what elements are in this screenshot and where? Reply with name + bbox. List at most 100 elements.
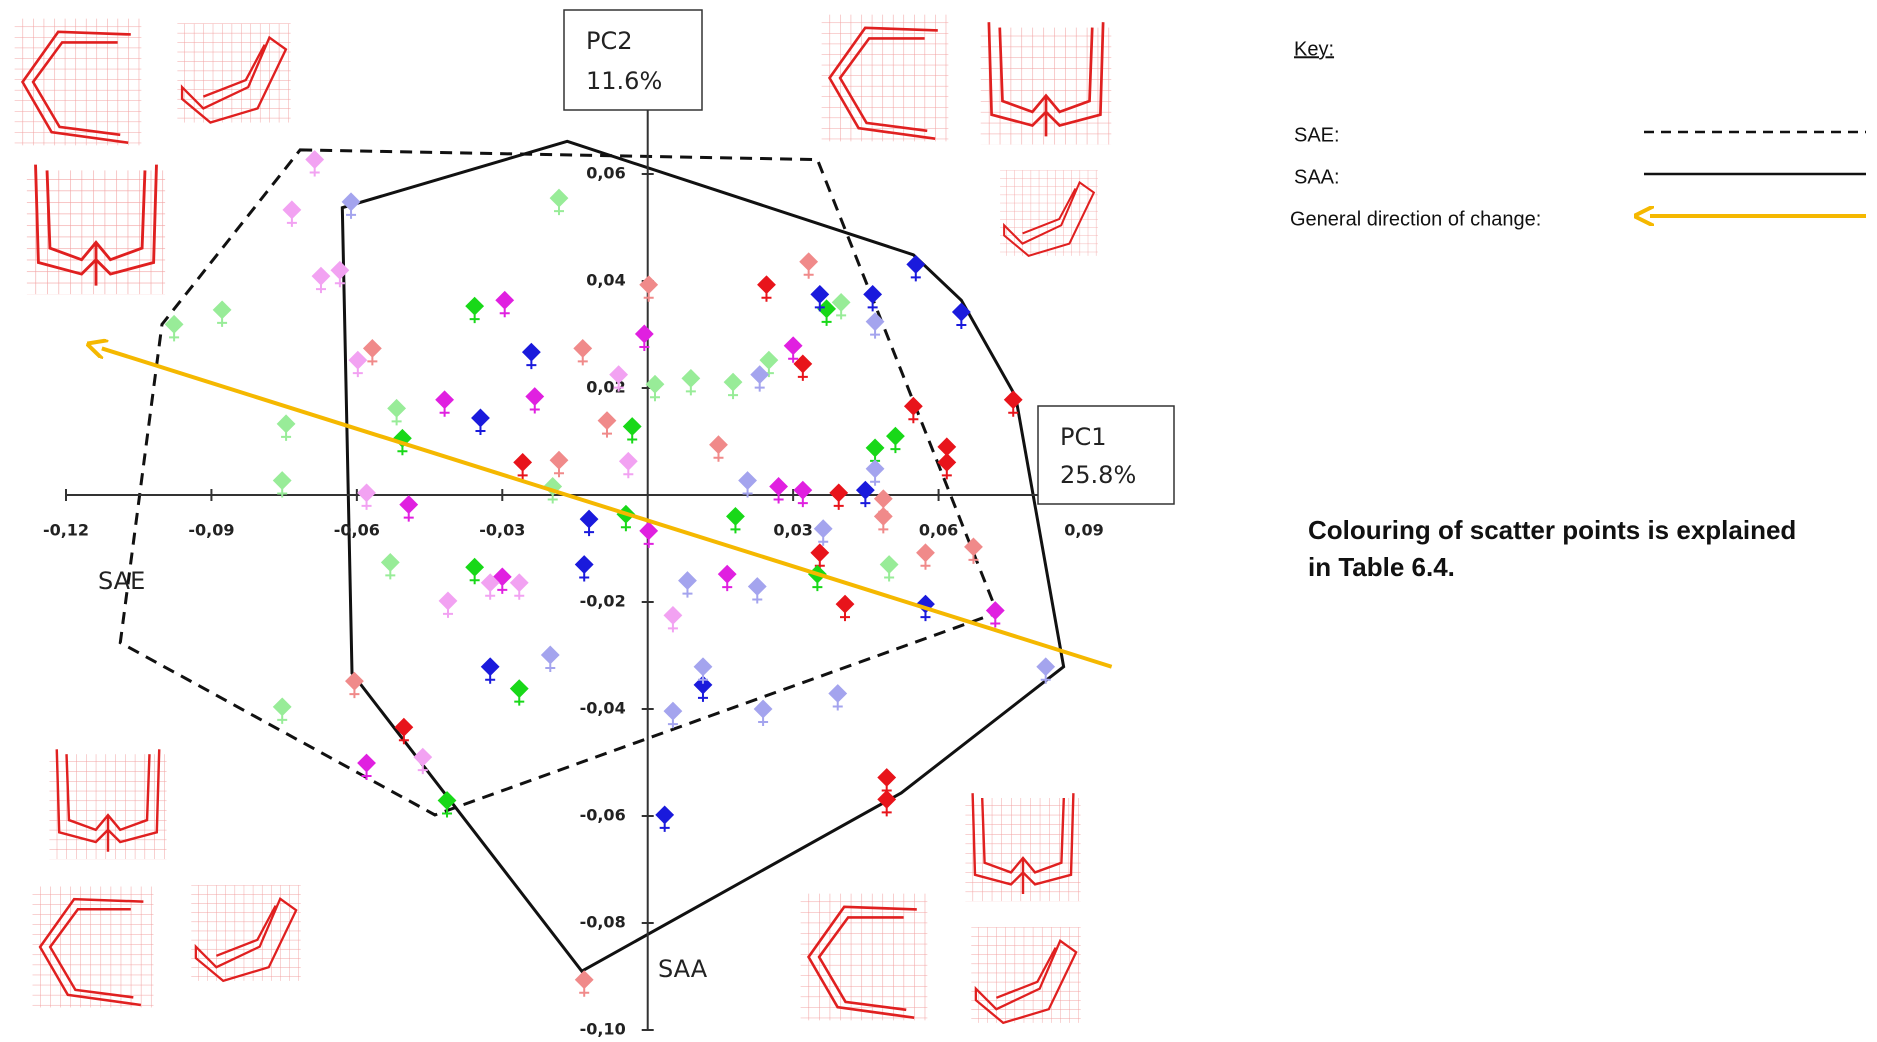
scatter-point [521,342,541,370]
scatter-point [799,252,819,279]
scatter-point [387,398,407,426]
outline [118,148,1000,817]
scatter-point [817,299,837,326]
scatter-point [574,970,594,997]
y-tick-label: 0,06 [586,164,625,183]
scatter-point [639,521,659,548]
scatter-point [471,408,490,435]
scatter-point [573,338,593,366]
scatter-point [509,573,529,600]
key: SAE: SAA: General direction of change: [1290,124,1866,230]
scatter-point [413,747,433,775]
scatter-point [357,483,376,510]
scatter-point [831,292,851,320]
scatter-point [480,573,500,600]
scatter-point [793,354,813,381]
y-tick-label: 0,02 [586,378,625,397]
scatter-point [1036,657,1056,684]
scatter-point [1003,390,1023,417]
scatter-point [906,255,926,282]
scatter-point [985,601,1005,628]
scatter-point [753,699,773,726]
scatter-point [282,200,302,227]
scatter-point [886,426,905,454]
y-tick-label: -0,08 [580,913,626,932]
scatter-point [480,657,500,684]
x-tick-label: -0,03 [479,521,525,540]
scatter-point [810,543,830,570]
scatter-point [757,275,776,302]
scatter-point [750,365,770,392]
scatter-point [465,557,485,585]
scatter-point [305,150,325,177]
note: in Table 6.4. [1308,552,1455,582]
scatter-point [622,417,642,444]
outline-label: SAA [658,955,708,983]
scatter-point [903,396,923,424]
x-tick-label: 0,09 [1064,521,1103,540]
scatter-point [509,679,529,706]
scatter-point [835,594,855,622]
scatter-point [341,192,361,219]
scatter-point [828,684,848,711]
outline [340,139,1066,974]
plot: SAE SAA -0,12 -0,09 -0,06 -0,03 0,03 0,06 0,09 0,… [43,110,1113,1039]
scatter-point [645,374,665,402]
deformation-grids [13,13,1113,1025]
scatter-point [877,790,897,817]
scatter-point [747,577,767,604]
scatter-point [380,552,400,580]
scatter-point [813,519,833,546]
y-axis-variance: 11.6% [586,67,662,95]
scatter-point [438,591,458,618]
scatter-point [865,459,885,486]
scatter-point [793,480,813,508]
scatter-point [597,411,617,438]
key-label: SAA: [1294,166,1340,188]
scatter-point [865,312,885,339]
scatter-point [311,266,331,294]
scatter-point [873,506,893,534]
scatter-point [330,260,350,288]
scatter-point [863,284,883,312]
scatter-point [272,471,292,498]
x-tick-label: -0,06 [334,521,380,540]
scatter-point [916,543,935,570]
scatter-point [495,290,515,318]
scatter-point [345,671,364,699]
scatter-point [639,275,659,302]
x-tick-label: 0,03 [773,521,812,540]
x-axis-name: PC1 [1060,423,1107,451]
scatter-point [717,564,737,592]
scatter-point [272,697,292,724]
scatter-point [723,372,743,400]
x-axis-variance: 25.8% [1060,461,1136,489]
key-label: General direction of change: [1290,208,1541,230]
scatter-point [937,452,957,480]
scatter-point [609,365,629,392]
key-title: Key: [1294,38,1334,60]
scatter-point [164,314,184,342]
scatter-point [212,300,232,327]
x-tick-label: -0,12 [43,521,89,540]
scatter-point [549,188,569,216]
scatter-point [634,324,654,351]
scatter-point [435,390,455,417]
scatter-point [829,483,849,510]
scatter-point [437,791,457,818]
y-tick-label: -0,10 [580,1020,626,1039]
scatter-point [678,571,697,598]
scatter-point [709,435,728,462]
scatter-point [738,471,757,498]
y-axis-name: PC2 [586,27,633,55]
scatter-point [810,284,830,312]
scatter-point [879,555,899,582]
scatter-point [783,336,803,363]
scatter-point [399,495,419,522]
scatter-point [540,645,560,672]
y-tick-label: -0,04 [580,699,626,718]
scatter-point [362,338,382,366]
scatter-point [951,302,971,330]
x-label-box [1037,405,1175,505]
